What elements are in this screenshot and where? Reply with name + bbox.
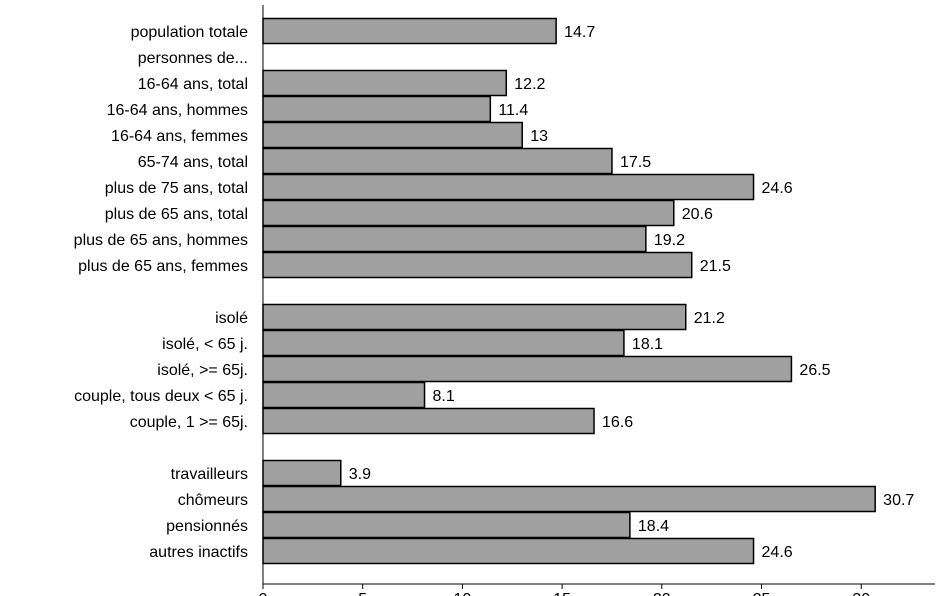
data-label: 20.6 [682, 206, 713, 223]
data-label: 21.5 [700, 258, 731, 275]
category-labels-group: population totale personnes de... 16-64 an… [74, 24, 248, 561]
bar [262, 251, 693, 279]
category-label: 16-64 ans, femmes [111, 128, 248, 145]
x-tick-label: 25 [753, 591, 771, 596]
data-label: 21.2 [694, 310, 725, 327]
data-label: 11.4 [498, 102, 528, 119]
category-label: population totale [131, 24, 249, 41]
x-tick-label: 5 [358, 591, 367, 596]
category-label: couple, 1 >= 65j. [130, 414, 248, 431]
bar [262, 459, 342, 487]
category-label: isolé [215, 310, 248, 327]
data-label: 24.6 [762, 180, 793, 197]
bar [262, 537, 755, 565]
data-label: 26.5 [799, 362, 830, 379]
data-label: 3.9 [349, 466, 371, 483]
bar [262, 303, 687, 331]
data-label: 18.4 [638, 518, 669, 535]
bar [262, 485, 876, 513]
category-label: plus de 65 ans, femmes [78, 258, 248, 275]
category-label: travailleurs [171, 466, 248, 483]
x-tick-label: 0 [259, 591, 268, 596]
data-label: 14.7 [564, 24, 595, 41]
bar [262, 355, 793, 383]
data-label: 17.5 [620, 154, 651, 171]
data-label: 30.7 [883, 492, 914, 509]
category-label: pensionnés [166, 518, 248, 535]
category-label: plus de 65 ans, total [105, 206, 248, 223]
category-label: 16-64 ans, hommes [107, 102, 248, 119]
value-labels-group: 14.7 12.2 11.413 17.5 24.6 20.6 19.2 21.5 21.2 18… [349, 24, 915, 561]
bar [262, 511, 631, 539]
data-label: 8.1 [433, 388, 455, 405]
bar [262, 329, 625, 357]
bar [262, 95, 492, 123]
category-label: personnes de... [138, 50, 248, 67]
bar [262, 225, 647, 253]
data-label: 19.2 [654, 232, 685, 249]
data-label: 16.6 [602, 414, 633, 431]
category-label: plus de 65 ans, hommes [74, 232, 248, 249]
x-tick-label: 10 [454, 591, 472, 596]
category-label: isolé, < 65 j. [162, 336, 248, 353]
bars-group [262, 17, 876, 565]
bar [262, 407, 595, 435]
bar [262, 69, 508, 97]
bar [262, 173, 755, 201]
bar [262, 381, 426, 409]
data-label: 18.1 [632, 336, 663, 353]
category-label: autres inactifs [149, 544, 248, 561]
category-label: couple, tous deux < 65 j. [74, 388, 248, 405]
bar [262, 199, 675, 227]
x-ticks-group: 0 5 10 15 20 25 30 [259, 584, 870, 596]
category-label: plus de 75 ans, total [105, 180, 248, 197]
category-label: isolé, >= 65j. [157, 362, 248, 379]
category-label: 16-64 ans, total [138, 76, 248, 93]
category-label: 65-74 ans, total [138, 154, 248, 171]
x-tick-label: 20 [653, 591, 671, 596]
category-label: chômeurs [178, 492, 248, 509]
bar [262, 17, 557, 45]
data-label: 12.2 [514, 76, 545, 93]
data-label: 13 [530, 128, 548, 145]
x-tick-label: 15 [553, 591, 571, 596]
data-label: 24.6 [762, 544, 793, 561]
bar [262, 121, 523, 149]
bar [262, 147, 613, 175]
x-tick-label: 30 [852, 591, 870, 596]
